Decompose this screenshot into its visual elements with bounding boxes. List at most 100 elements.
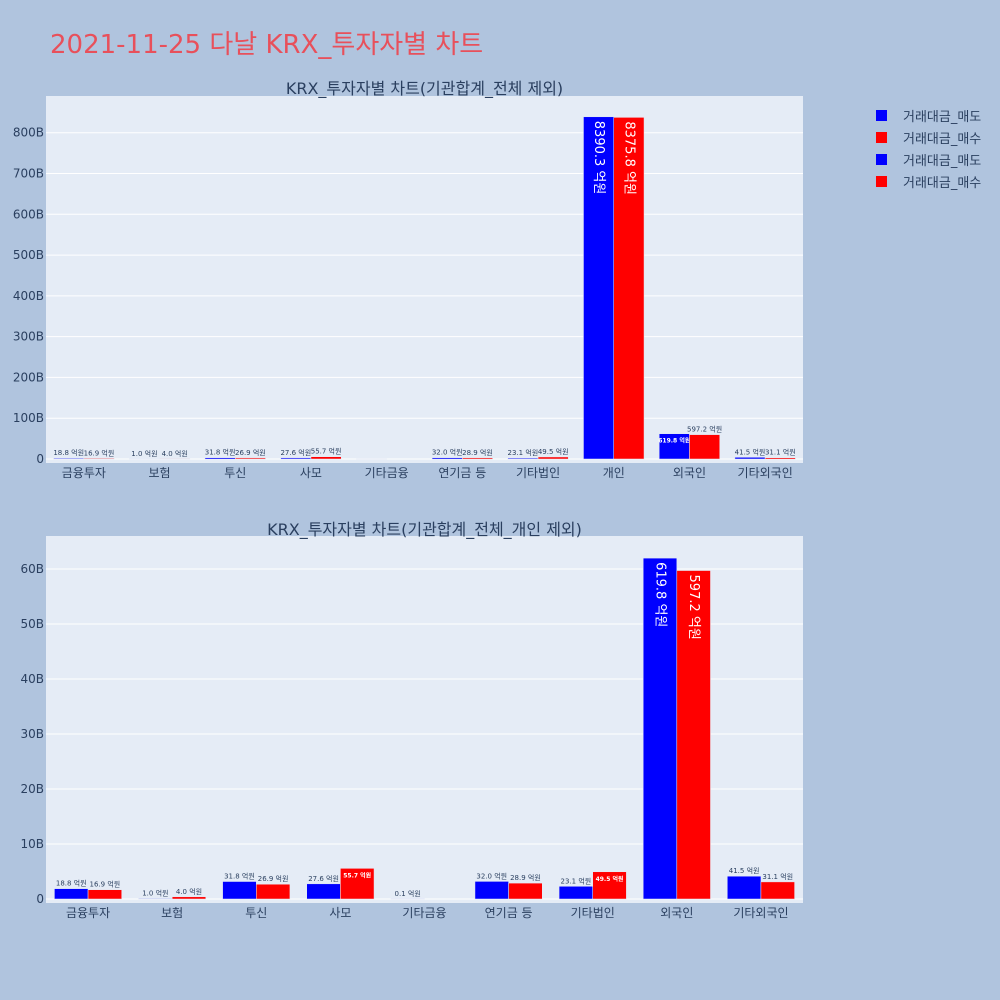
bar	[676, 570, 711, 900]
bar	[340, 868, 375, 900]
x-tick-label: 보험	[149, 466, 171, 480]
data-label: 31.1 억원	[762, 872, 793, 881]
x-tick-label: 투신	[245, 906, 267, 920]
legend-label: 거래대금_매수	[903, 175, 982, 191]
data-label: 8375.8 억원	[621, 121, 636, 195]
y-tick-label: 40B	[20, 672, 44, 686]
x-tick-label: 금융투자	[66, 906, 110, 920]
data-label: 4.0 억원	[176, 887, 202, 896]
data-label: 27.6 억원	[280, 448, 311, 457]
y-tick-label: 10B	[20, 837, 44, 851]
x-tick-label: 금융투자	[62, 466, 106, 480]
data-label: 31.8 억원	[205, 448, 236, 457]
data-label: 1.0 억원	[131, 449, 157, 458]
data-label: 49.5 억원	[538, 447, 569, 456]
bar	[642, 557, 678, 900]
bar	[235, 457, 266, 460]
legend-item[interactable]: 거래대금_매수	[870, 170, 981, 192]
legend-label: 거래대금_매수	[903, 131, 982, 147]
data-label: 18.8 억원	[56, 879, 87, 888]
data-label: 23.1 억원	[561, 876, 592, 885]
bar	[474, 881, 509, 900]
bar	[658, 433, 690, 460]
bar	[306, 883, 341, 900]
data-label: 28.9 억원	[510, 873, 541, 882]
data-label: 27.6 억원	[308, 874, 339, 883]
legend-label: 거래대금_매도	[903, 153, 982, 169]
legend: 거래대금_매도 거래대금_매수 거래대금_매도 거래대금_매수	[870, 104, 981, 192]
plot-background	[46, 96, 803, 463]
bar	[256, 883, 291, 900]
x-tick-label: 기타금융	[402, 906, 446, 920]
bar	[508, 882, 543, 900]
bar	[760, 881, 795, 900]
data-label: 41.5 억원	[735, 447, 766, 456]
data-label: 41.5 억원	[729, 866, 760, 875]
data-label: 18.8 억원	[53, 448, 84, 457]
chart-panel: 0 10B 20B 30B 40B 50B 60B KRX_투자자별 차트(기관합계_전체_개…	[20, 520, 803, 920]
y-tick-label: 0	[36, 452, 44, 466]
data-label: 32.0 억원	[432, 448, 463, 457]
legend-item[interactable]: 거래대금_매도	[870, 104, 981, 126]
bar	[689, 434, 720, 460]
bar	[613, 117, 645, 460]
y-tick-label: 100B	[13, 411, 44, 425]
x-tick-label: 기타외국인	[733, 906, 788, 920]
y-tick-label: 700B	[13, 166, 44, 180]
x-tick-label: 연기금 등	[485, 906, 533, 920]
bar	[87, 889, 122, 900]
x-tick-label: 기타법인	[571, 906, 615, 920]
data-label: 55.7 억원	[343, 871, 371, 879]
bar	[462, 457, 493, 460]
legend-item[interactable]: 거래대금_매수	[870, 126, 981, 148]
x-tick-label: 기타외국인	[738, 466, 793, 480]
x-tick-label: 외국인	[660, 906, 693, 920]
data-label: 31.8 억원	[224, 872, 255, 881]
data-label: 619.8 억원	[653, 562, 668, 627]
chart-title: KRX_투자자별 차트(기관합계_전체 제외)	[286, 79, 563, 99]
bar	[204, 457, 236, 460]
data-label: 16.9 억원	[84, 448, 115, 457]
x-tick-label: 사모	[329, 906, 351, 920]
data-label: 55.7 억원	[311, 447, 342, 456]
bar	[764, 457, 796, 460]
y-tick-label: 400B	[13, 289, 44, 303]
data-label: 16.9 억원	[90, 880, 121, 889]
x-tick-label: 기타법인	[516, 466, 560, 480]
y-tick-label: 800B	[13, 126, 44, 140]
x-tick-label: 기타금융	[365, 466, 409, 480]
data-label: 619.8 억원	[658, 437, 690, 445]
x-tick-label: 외국인	[673, 466, 706, 480]
x-tick-label: 개인	[603, 466, 625, 480]
bar	[171, 896, 207, 900]
y-tick-label: 500B	[13, 248, 44, 262]
data-label: 23.1 억원	[508, 448, 539, 457]
data-label: 597.2 억원	[687, 425, 722, 434]
x-tick-label: 사모	[300, 466, 322, 480]
bar	[53, 457, 85, 460]
bar	[537, 456, 569, 460]
legend-swatch-buy-icon	[876, 131, 887, 143]
bar	[507, 457, 539, 460]
legend-swatch-sell-icon	[876, 153, 887, 165]
legend-swatch-buy-icon	[876, 175, 887, 187]
bar	[222, 881, 257, 900]
data-label: 26.9 억원	[258, 874, 289, 883]
bar	[727, 875, 762, 900]
data-label: 597.2 억원	[686, 575, 701, 640]
data-label: 26.9 억원	[235, 448, 266, 457]
y-tick-label: 0	[36, 892, 44, 906]
bar	[280, 457, 312, 460]
data-label: 32.0 억원	[476, 871, 507, 880]
y-tick-label: 20B	[20, 782, 44, 796]
bar	[592, 871, 627, 900]
bar	[431, 457, 463, 460]
data-label: 8390.3 억원	[591, 121, 606, 195]
data-label: 0.1 억원	[395, 889, 421, 898]
legend-item[interactable]: 거래대금_매도	[870, 148, 981, 170]
bar	[310, 456, 342, 460]
x-tick-label: 보험	[161, 906, 183, 920]
bar	[83, 458, 115, 460]
y-tick-label: 50B	[20, 617, 44, 631]
data-label: 4.0 억원	[162, 449, 188, 458]
